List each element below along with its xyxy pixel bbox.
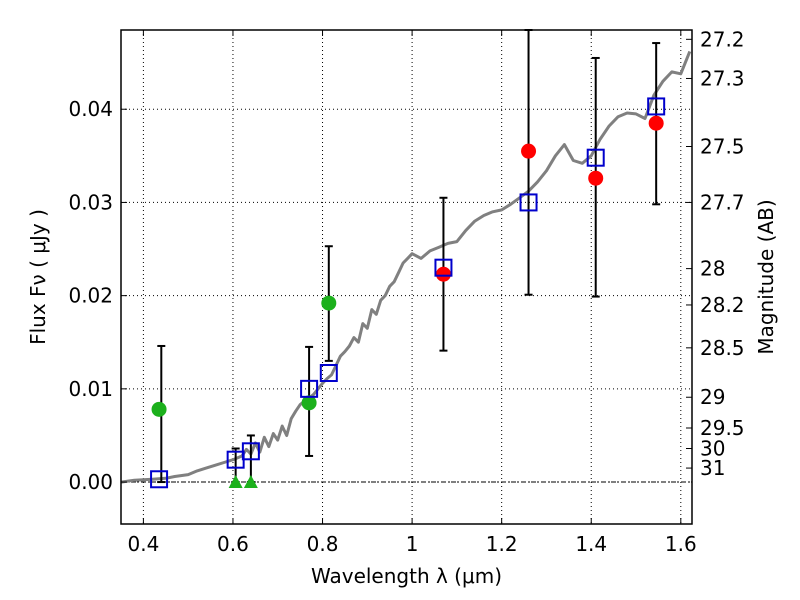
- y-tick-label: 0.03: [68, 190, 113, 214]
- square-marker: [241, 442, 260, 461]
- y2-tick-label: 31: [700, 456, 725, 480]
- x-axis-label: Wavelength λ (μm): [311, 564, 502, 588]
- x-tick-label: 1.4: [575, 532, 607, 556]
- square-marker: [300, 379, 319, 398]
- grid-lines: [121, 30, 692, 524]
- y-axis-ticks: 0.00 0.01 0.02 0.03 0.04: [68, 97, 127, 494]
- y2-tick-label: 27.3: [700, 66, 745, 90]
- error-bar: [524, 29, 533, 296]
- square-marker: [647, 97, 666, 116]
- x-tick-label: 0.4: [127, 532, 159, 556]
- y-tick-label: 0.02: [68, 284, 113, 308]
- circle-marker: [321, 295, 337, 311]
- y2-tick-label: 29: [700, 385, 725, 409]
- x-tick-label: 0.6: [217, 532, 249, 556]
- circle-marker: [151, 401, 167, 417]
- x-axis-ticks: 0.4 0.6 0.8 1 1.2 1.4 1.6: [127, 30, 697, 556]
- y-tick-label: 0.01: [68, 377, 113, 401]
- y-tick-label: 0.04: [68, 97, 113, 121]
- circle-marker: [588, 170, 604, 186]
- y-axis-label: Flux Fν ( μJy ): [26, 209, 50, 345]
- square-marker: [586, 148, 605, 167]
- square-marker: [319, 364, 338, 383]
- triangle-marker: [228, 475, 243, 489]
- x-tick-label: 0.8: [307, 532, 339, 556]
- circle-marker: [301, 395, 317, 411]
- y2-tick-label: 28: [700, 257, 725, 281]
- x-tick-label: 1.6: [665, 532, 697, 556]
- y2-tick-label: 29.5: [700, 416, 745, 440]
- x-tick-label: 1: [406, 532, 419, 556]
- y2-tick-label: 27.7: [700, 190, 745, 214]
- y2-axis-label: Magnitude (AB): [754, 199, 778, 354]
- circle-marker: [521, 143, 537, 159]
- y2-tick-label: 27.2: [700, 27, 745, 51]
- square-marker: [519, 193, 538, 212]
- square-marker: [434, 258, 453, 277]
- plot-frame: [120, 29, 693, 525]
- model-sed-line: [120, 50, 692, 484]
- y2-tick-label: 30: [700, 437, 725, 461]
- x-tick-label: 1.2: [486, 532, 518, 556]
- y2-tick-label: 28.2: [700, 293, 745, 317]
- square-marker: [150, 470, 169, 489]
- triangle-marker: [243, 475, 258, 489]
- y-tick-label: 0.00: [68, 470, 113, 494]
- data-markers: [150, 97, 666, 489]
- y2-tick-label: 27.5: [700, 135, 745, 159]
- y2-tick-label: 28.5: [700, 336, 745, 360]
- circle-marker: [435, 266, 451, 282]
- circle-marker: [648, 115, 664, 131]
